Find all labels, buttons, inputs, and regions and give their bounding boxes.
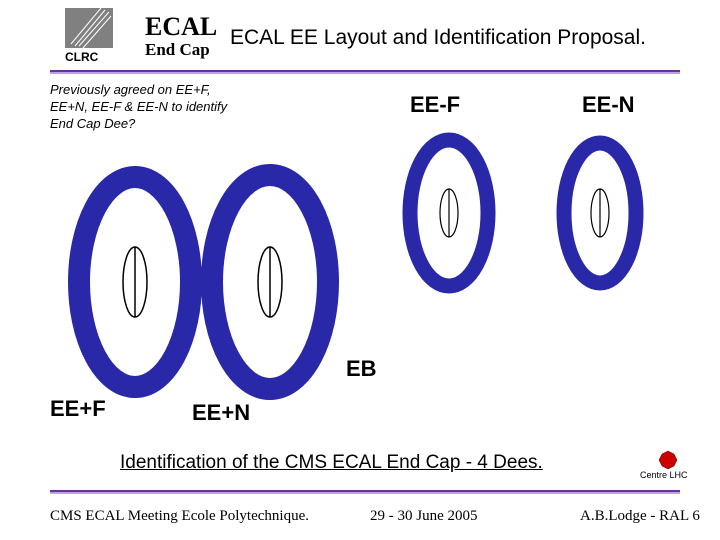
dee-een-icon xyxy=(564,143,636,283)
label-eef: EE-F xyxy=(410,92,460,118)
slide-subtitle: Identification of the CMS ECAL End Cap -… xyxy=(120,452,543,474)
svg-text:CLRC: CLRC xyxy=(65,50,99,63)
footer-meeting: CMS ECAL Meeting Ecole Polytechnique. xyxy=(50,508,309,525)
clrc-logo-icon: CLRC xyxy=(65,8,125,68)
footer-date: 29 - 30 June 2005 xyxy=(370,508,478,525)
ecal-heading: ECAL xyxy=(145,12,217,42)
centre-lhc-icon xyxy=(658,450,678,470)
label-eepf: EE+F xyxy=(50,396,106,422)
endcap-heading: End Cap xyxy=(145,40,210,60)
dee-eepf-icon xyxy=(79,177,191,387)
footer-author: A.B.Lodge - RAL 6 xyxy=(580,508,700,525)
bottom-rule xyxy=(50,490,680,494)
centre-lhc-label: Centre LHC xyxy=(640,470,688,480)
label-eb: EB xyxy=(346,356,377,382)
top-rule xyxy=(50,70,680,74)
dee-eepn-icon xyxy=(212,175,328,389)
label-een: EE-N xyxy=(582,92,635,118)
label-eepn: EE+N xyxy=(192,400,250,426)
slide-title: ECAL EE Layout and Identification Propos… xyxy=(230,26,646,50)
slide-header: CLRC ECAL End Cap ECAL EE Layout and Ide… xyxy=(0,8,720,68)
dee-eef-icon xyxy=(410,140,488,286)
